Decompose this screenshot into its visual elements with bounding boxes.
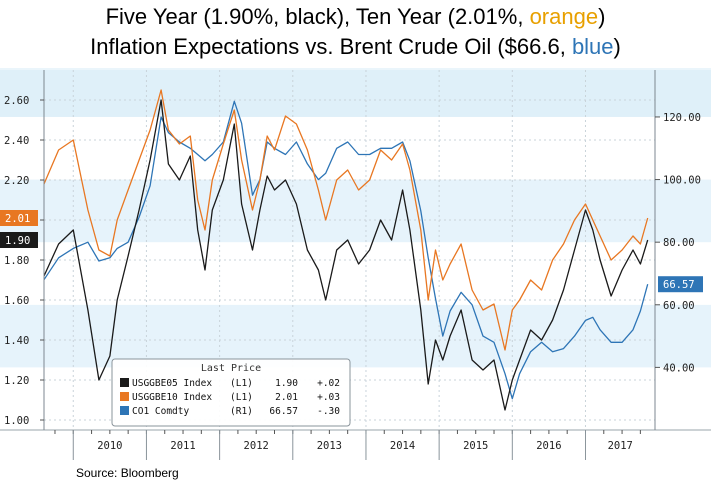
x-tick-label: 2012 xyxy=(244,440,269,452)
left-tick-label: 1.60 xyxy=(4,295,29,307)
x-tick-label: 2017 xyxy=(608,440,633,452)
last-value-tag-five-year xyxy=(0,232,38,248)
legend-swatch-ten-year xyxy=(120,392,129,401)
left-tick-label: 1.00 xyxy=(4,415,29,427)
right-tick-label: 80.00 xyxy=(663,237,695,249)
x-axis-strip xyxy=(0,430,711,460)
right-tick-label: 40.00 xyxy=(663,362,695,374)
legend-ticker: CO1 Comdty xyxy=(132,406,189,417)
background-band xyxy=(0,304,711,368)
right-tick-label: 100.00 xyxy=(663,175,701,187)
title-line-1-suffix: ) xyxy=(598,4,606,29)
legend-axis: (L1) xyxy=(230,392,253,403)
legend-swatch-five-year xyxy=(120,378,129,387)
legend-last: 2.01 xyxy=(275,392,298,403)
series-line-five-year xyxy=(43,99,649,411)
legend-change: +.02 xyxy=(317,378,340,389)
series-layer xyxy=(43,89,649,411)
last-value-tag-text: 1.90 xyxy=(5,235,30,247)
x-tick-label: 2011 xyxy=(170,440,195,452)
background-band-top xyxy=(0,68,711,117)
title-line-2-highlight: blue xyxy=(571,34,614,59)
legend-last: 66.57 xyxy=(269,406,298,417)
background-band xyxy=(0,116,711,180)
legend: Last Price USGGBE05 Index (L1) 1.90 +.02 USGG… xyxy=(111,358,351,427)
legend-axis: (L1) xyxy=(230,378,253,389)
last-value-tag-text: 66.57 xyxy=(663,279,695,291)
legend-ticker: USGGBE10 Index xyxy=(132,392,212,403)
x-tick-label: 2016 xyxy=(536,440,561,452)
legend-last: 1.90 xyxy=(275,378,298,389)
series-line-ten-year xyxy=(43,89,649,351)
last-value-tag-text: 2.01 xyxy=(5,213,30,225)
left-tick-label: 1.20 xyxy=(4,375,29,387)
legend-box xyxy=(111,358,351,427)
title-line-2-suffix: ) xyxy=(613,34,621,59)
legend-change: +.03 xyxy=(317,392,340,403)
background-band xyxy=(0,367,711,430)
left-tick-label: 1.80 xyxy=(4,255,29,267)
series-line-brent xyxy=(43,100,649,400)
x-tick-label: 2013 xyxy=(317,440,342,452)
right-tick-label: 120.00 xyxy=(663,112,701,124)
legend-axis: (R1) xyxy=(230,406,253,417)
left-tick-label: 2.40 xyxy=(4,135,29,147)
legend-ticker: USGGBE05 Index xyxy=(132,378,212,389)
background-band xyxy=(0,179,711,243)
title-line-2-prefix: Inflation Expectations vs. Brent Crude O… xyxy=(90,34,572,59)
x-axis: 2010 2011 2012 2013 2014 2015 2016 2017 xyxy=(54,430,641,460)
legend-swatch-brent xyxy=(120,406,129,415)
last-value-tag-ten-year xyxy=(0,210,38,226)
x-tick-label: 2015 xyxy=(463,440,488,452)
chart-title-line-2: Inflation Expectations vs. Brent Crude O… xyxy=(0,34,711,60)
left-axis: 1.001.201.401.601.802.002.202.402.60 xyxy=(4,70,45,430)
right-tick-label: 60.00 xyxy=(663,300,695,312)
legend-title: Last Price xyxy=(201,363,261,374)
background-bands xyxy=(0,68,711,460)
chart-title-line-1: Five Year (1.90%, black), Ten Year (2.01… xyxy=(0,4,711,30)
x-tick-label: 2010 xyxy=(97,440,122,452)
left-tick-label: 2.60 xyxy=(4,95,29,107)
source-note: Source: Bloomberg xyxy=(76,466,179,480)
inflation-vs-oil-chart: 1.001.201.401.601.802.002.202.402.60 40.… xyxy=(0,68,711,460)
title-line-1-prefix: Five Year (1.90%, black), Ten Year (2.01… xyxy=(105,4,530,29)
legend-change: -.30 xyxy=(317,406,340,417)
last-value-tags: 2.01 1.90 66.57 xyxy=(0,210,703,293)
left-tick-label: 2.20 xyxy=(4,175,29,187)
title-line-1-highlight: orange xyxy=(529,4,599,29)
x-tick-label: 2014 xyxy=(390,440,415,452)
left-tick-label: 1.40 xyxy=(4,335,29,347)
right-axis: 40.00 60.00 80.00 100.00 120.00 xyxy=(654,70,701,430)
last-value-tag-brent xyxy=(658,276,703,293)
